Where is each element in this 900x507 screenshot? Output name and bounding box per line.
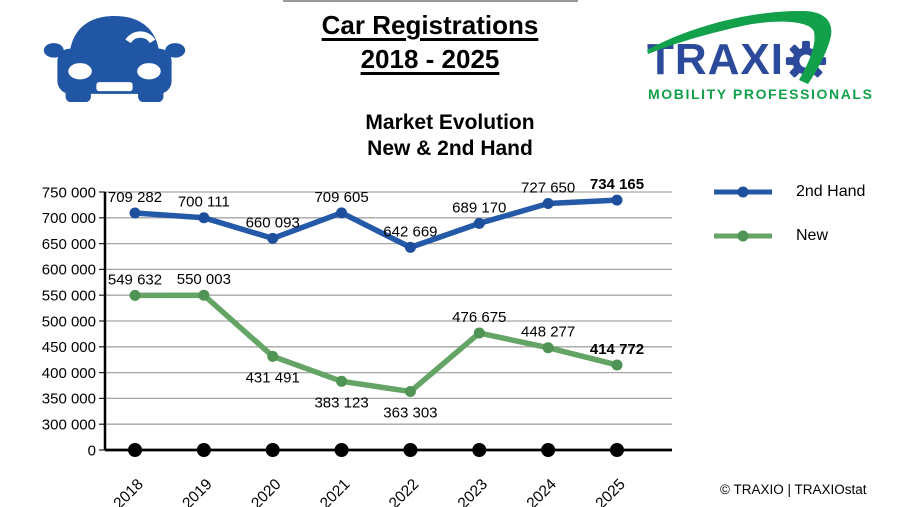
data-point	[336, 207, 348, 219]
zero-marker	[403, 443, 418, 457]
y-tick-label: 700 000	[42, 210, 96, 227]
data-label: 414 772	[590, 341, 644, 358]
car-icon	[42, 4, 187, 104]
x-tick-label: 2025	[592, 476, 628, 507]
data-label: 431 491	[246, 369, 300, 386]
data-point	[129, 207, 141, 219]
legend-line-new-icon	[714, 230, 772, 242]
data-label: 549 632	[108, 271, 162, 288]
chart-title-line1: Market Evolution	[365, 111, 535, 134]
x-tick-label: 2022	[386, 476, 422, 507]
legend-label-2nd-hand: 2nd Hand	[796, 183, 866, 200]
y-tick-label: 450 000	[42, 339, 96, 356]
data-label: 448 277	[521, 324, 575, 341]
data-label: 734 165	[590, 176, 644, 193]
x-tick-label: 2024	[524, 476, 561, 507]
data-point	[267, 232, 279, 244]
page-title-line1: Car Registrations	[321, 10, 539, 40]
data-point	[542, 198, 554, 210]
y-tick-label: 400 000	[42, 365, 96, 382]
chart-title-line2: New & 2nd Hand	[367, 137, 533, 160]
legend-item-new: New	[712, 226, 865, 246]
chart-title: Market Evolution New & 2nd Hand	[0, 110, 900, 162]
data-point	[473, 327, 485, 339]
y-tick-label: 300 000	[42, 417, 96, 434]
data-label: 550 003	[177, 271, 231, 288]
y-tick-label: 500 000	[42, 313, 96, 330]
series-line-new	[132, 292, 620, 395]
data-point	[473, 217, 485, 229]
data-label: 709 282	[108, 189, 162, 206]
data-point	[198, 212, 210, 224]
data-point	[336, 375, 348, 387]
zero-marker	[196, 443, 211, 457]
data-point	[129, 289, 141, 301]
data-label: 727 650	[521, 180, 575, 197]
series-line-2nd-hand	[132, 197, 620, 251]
data-point	[611, 194, 623, 206]
page-title: Car Registrations 2018 - 2025	[180, 8, 680, 76]
x-tick-label: 2020	[248, 476, 285, 507]
data-label: 476 675	[452, 309, 506, 326]
x-tick-label: 2021	[317, 476, 353, 507]
data-point	[542, 342, 554, 354]
zero-marker	[128, 443, 142, 457]
data-point	[404, 241, 416, 253]
data-point	[198, 289, 210, 301]
data-label: 689 170	[452, 199, 506, 216]
zero-marker	[610, 443, 624, 457]
swoosh-icon	[647, 10, 832, 84]
legend-line-2nd-hand-icon	[714, 186, 772, 198]
title-box-top-border	[283, 0, 578, 2]
y-tick-label: 650 000	[42, 236, 96, 253]
zero-marker	[541, 443, 556, 457]
y-tick-label: 600 000	[42, 262, 96, 279]
car-icon-svg	[43, 15, 186, 103]
data-point	[267, 350, 279, 362]
zero-marker	[334, 443, 349, 457]
data-label: 383 123	[314, 394, 368, 411]
x-tick-label: 2019	[179, 476, 215, 507]
data-label: 363 303	[383, 405, 437, 422]
data-point	[611, 359, 623, 371]
data-label: 660 093	[246, 214, 300, 231]
y-tick-label: 550 000	[42, 288, 96, 305]
y-tick-label: 350 000	[42, 391, 96, 408]
data-label: 709 605	[314, 189, 368, 206]
market-evolution-chart: 750 000 700 000 650 000 600 000 550 000 500 0…	[42, 176, 672, 507]
data-label: 642 669	[383, 223, 437, 240]
x-tick-label: 2023	[455, 476, 491, 507]
legend-marker	[737, 230, 749, 242]
y-tick-label: 0	[88, 442, 96, 459]
data-point	[404, 386, 416, 398]
legend: 2nd Hand New	[712, 182, 865, 270]
legend-marker	[737, 186, 749, 198]
traxio-logo: TRAXI MOBILITY PROFESSIONALS	[645, 4, 890, 106]
page-title-line2: 2018 - 2025	[360, 44, 500, 74]
zero-marker	[265, 443, 280, 457]
copyright-credit: © TRAXIO | TRAXIOstat	[720, 482, 867, 497]
legend-item-2nd-hand: 2nd Hand	[712, 182, 865, 202]
data-label: 700 111	[178, 194, 230, 211]
legend-label-new: New	[796, 227, 829, 244]
x-tick-label: 2018	[110, 476, 146, 507]
y-tick-label: 750 000	[42, 184, 96, 201]
zero-marker	[472, 443, 487, 457]
traxio-tagline: MOBILITY PROFESSIONALS	[648, 86, 874, 102]
